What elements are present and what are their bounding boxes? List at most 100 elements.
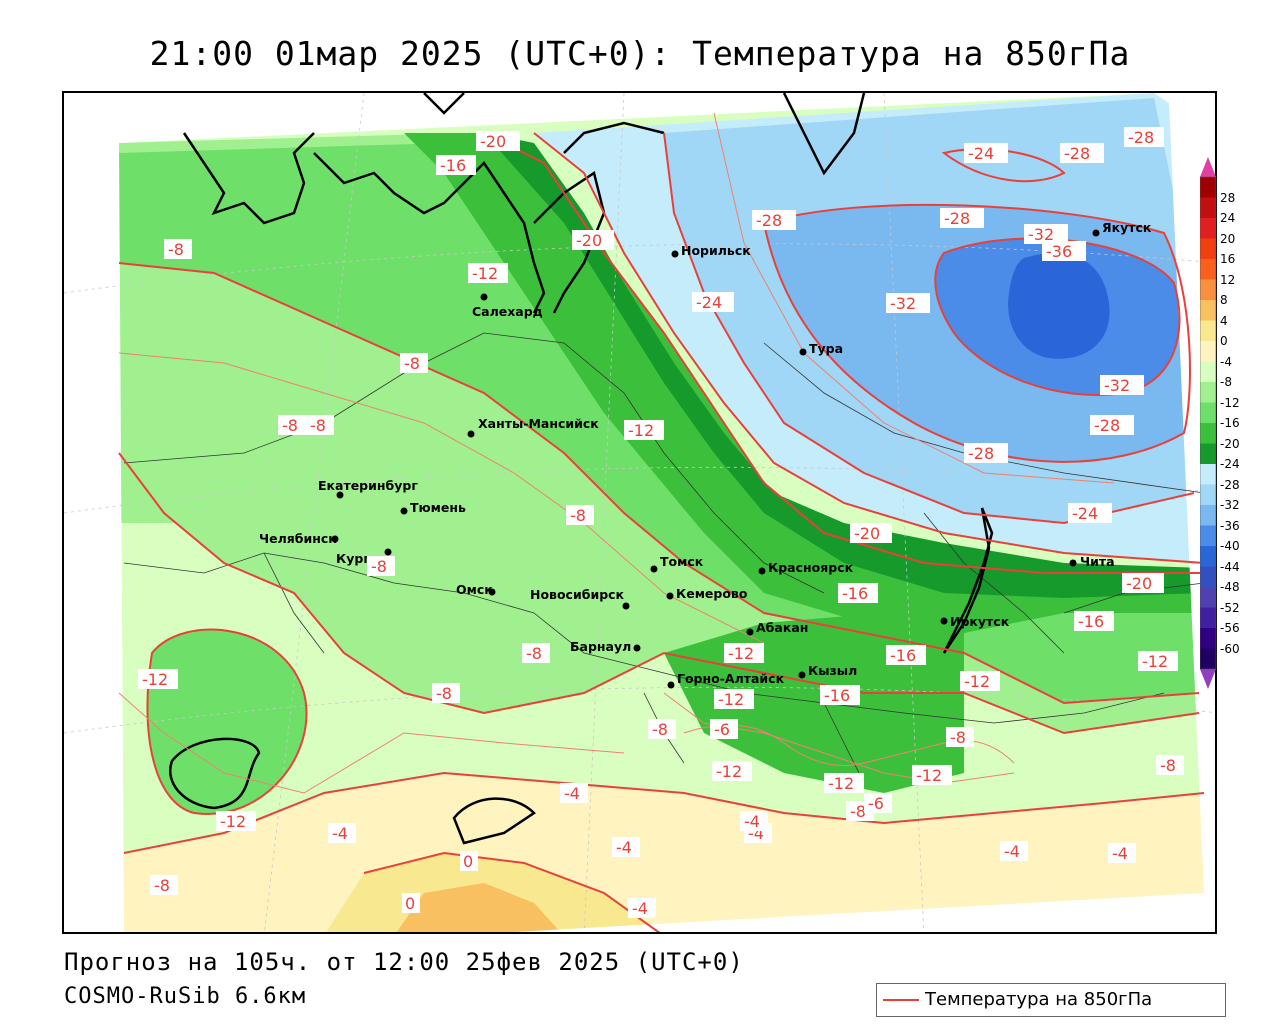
svg-text:Норильск: Норильск — [681, 243, 751, 258]
colorbar-segment — [1200, 546, 1216, 567]
city-markers: Салехард Норильск Тура Якутск Ханты-Манс… — [259, 220, 1152, 689]
colorbar-tick-label: -56 — [1220, 621, 1240, 635]
svg-text:-8: -8 — [850, 802, 866, 821]
colorbar-tick-label: -8 — [1220, 375, 1232, 389]
colorbar-bottom-arrow — [1200, 669, 1216, 689]
colorbar-tick-label: 16 — [1220, 252, 1236, 266]
svg-text:-12: -12 — [142, 670, 168, 689]
colorbar-tick-label: -4 — [1220, 354, 1232, 369]
svg-text:Красноярск: Красноярск — [768, 560, 854, 575]
svg-text:-4: -4 — [744, 812, 760, 831]
svg-text:-4: -4 — [332, 824, 348, 843]
svg-text:Абакан: Абакан — [756, 620, 808, 635]
svg-text:-8: -8 — [371, 557, 387, 576]
svg-text:0: 0 — [405, 894, 415, 913]
svg-text:-24: -24 — [696, 293, 722, 312]
colorbar-outline — [1200, 176, 1217, 670]
svg-text:-8: -8 — [1160, 756, 1176, 775]
colorbar-tick-label: -44 — [1220, 559, 1240, 574]
colorbar-tick-label: 20 — [1220, 231, 1236, 246]
svg-text:0: 0 — [463, 852, 473, 871]
colorbar-tick-label: -28 — [1220, 477, 1240, 492]
svg-text:Салехард: Салехард — [472, 304, 543, 319]
svg-text:Горно-Алтайск: Горно-Алтайск — [677, 671, 785, 686]
svg-text:-20: -20 — [854, 524, 880, 543]
colorbar-segment — [1200, 279, 1216, 301]
svg-text:-4: -4 — [564, 784, 580, 803]
colorbar-segment — [1200, 197, 1216, 219]
colorbar-segment — [1200, 382, 1216, 403]
out-of-domain-left — [64, 93, 124, 932]
colorbar-segment — [1200, 443, 1216, 465]
colorbar-tick-label: 24 — [1220, 211, 1236, 225]
colorbar-segment — [1200, 341, 1216, 362]
legend-line-swatch — [883, 999, 919, 1001]
svg-text:-4: -4 — [1112, 844, 1128, 863]
svg-text:Тюмень: Тюмень — [410, 500, 466, 515]
zone-west-green-blob — [147, 629, 307, 814]
zone-minus40-core — [1008, 253, 1110, 359]
svg-text:-32: -32 — [1028, 225, 1054, 244]
svg-text:Челябинск: Челябинск — [259, 531, 337, 546]
svg-text:-12: -12 — [628, 421, 654, 440]
svg-text:Омск: Омск — [456, 582, 493, 597]
colorbar-tick-label: 4 — [1220, 313, 1228, 328]
out-of-domain-top — [119, 93, 1154, 143]
colorbar-segment — [1200, 505, 1216, 526]
svg-text:Кызыл: Кызыл — [808, 663, 857, 678]
svg-text:-28: -28 — [756, 211, 782, 230]
svg-text:-12: -12 — [964, 672, 990, 691]
colorbar-segment — [1200, 566, 1216, 588]
colorbar-segment — [1200, 484, 1216, 506]
colorbar-segment — [1200, 587, 1216, 608]
svg-text:Кемерово: Кемерово — [676, 586, 748, 601]
colorbar-segment — [1200, 648, 1216, 670]
map-title: 21:00 01мар 2025 (UTC+0): Температура на… — [149, 34, 1131, 73]
svg-text:-16: -16 — [824, 686, 850, 705]
map-frame[interactable]: Салехард Норильск Тура Якутск Ханты-Манс… — [62, 91, 1217, 934]
svg-text:Новосибирск: Новосибирск — [530, 587, 625, 602]
svg-text:-12: -12 — [828, 774, 854, 793]
colorbar-segment — [1200, 320, 1216, 342]
svg-text:Ханты-Мансийск: Ханты-Мансийск — [478, 416, 599, 431]
svg-text:Иркутск: Иркутск — [950, 614, 1010, 629]
model-info: COSMO-RuSib 6.6км — [64, 984, 307, 1009]
temperature-map: Салехард Норильск Тура Якутск Ханты-Манс… — [64, 93, 1215, 932]
colorbar-tick-label: -20 — [1220, 436, 1240, 451]
svg-text:-28: -28 — [944, 209, 970, 228]
contour-labels: -20 -16 -28 -24 -28 -28 -8 -20 -12 -32 -… — [138, 127, 1184, 918]
svg-text:-8: -8 — [282, 416, 298, 435]
svg-text:-12: -12 — [916, 766, 942, 785]
colorbar-tick-label: -16 — [1220, 416, 1240, 430]
svg-text:Барнаул: Барнаул — [570, 639, 631, 654]
svg-text:-28: -28 — [1128, 128, 1154, 147]
zone-4-to-8 — [396, 883, 561, 932]
svg-text:-8: -8 — [154, 876, 170, 895]
colorbar-segment — [1200, 423, 1216, 444]
legend-box: Температура на 850гПа — [876, 983, 1226, 1017]
colorbar-segment — [1200, 361, 1216, 383]
colorbar-tick-label: -40 — [1220, 539, 1240, 553]
svg-text:-12: -12 — [728, 644, 754, 663]
svg-text:-8: -8 — [436, 684, 452, 703]
svg-text:-12: -12 — [718, 690, 744, 709]
svg-text:-4: -4 — [632, 899, 648, 918]
zone-lower-light-green — [119, 433, 384, 573]
colorbar-tick-label: 28 — [1220, 190, 1236, 205]
svg-text:-12: -12 — [220, 812, 246, 831]
svg-text:Якутск: Якутск — [1102, 220, 1152, 235]
svg-text:Чита: Чита — [1080, 554, 1115, 569]
colorbar-segment — [1200, 607, 1216, 629]
svg-text:-32: -32 — [890, 294, 916, 313]
svg-text:-20: -20 — [480, 132, 506, 151]
colorbar-top-arrow — [1200, 157, 1216, 177]
svg-text:-8: -8 — [168, 240, 184, 259]
out-of-domain-bottom — [514, 893, 1215, 932]
colorbar-segment — [1200, 218, 1216, 239]
colorbar-segment — [1200, 177, 1216, 198]
colorbar-tick-label: -60 — [1220, 641, 1240, 656]
colorbar-tick-label: -36 — [1220, 518, 1240, 533]
legend-label: Температура на 850гПа — [925, 989, 1153, 1010]
colorbar-tick-label: -32 — [1220, 498, 1240, 512]
svg-text:Томск: Томск — [660, 554, 704, 569]
